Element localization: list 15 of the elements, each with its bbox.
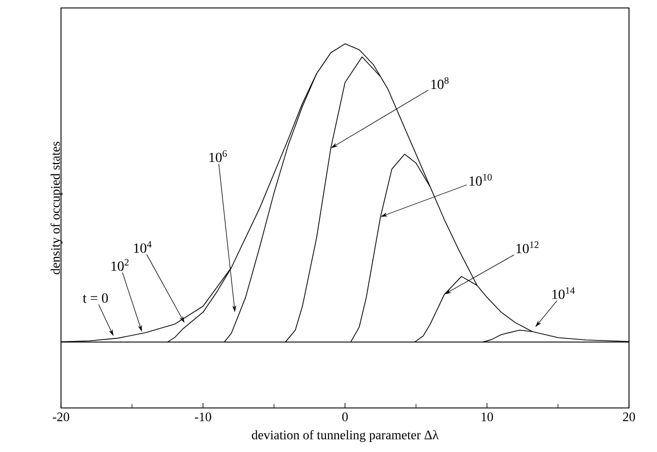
annotation: 10$^{12}$ [516, 241, 538, 254]
annotation: t = 0 [82, 293, 108, 303]
annotation: 10$^{8}$ [431, 77, 449, 90]
annotation: 10$^{6}$ [210, 150, 227, 162]
annotation: 10$^{2}$ [112, 259, 129, 271]
x-axis-title: deviation of tunneling parameter Δλ [252, 430, 439, 442]
x-tick-label: 10 [482, 412, 493, 422]
x-tick-label: -20 [52, 412, 70, 422]
y-axis-title: density of occupied states [50, 142, 62, 274]
x-tick-label: 20 [623, 412, 635, 422]
annotation: 10$^{10}$ [470, 174, 492, 186]
annotation: 10$^{4}$ [134, 241, 152, 253]
x-tick-label: 0 [342, 412, 348, 422]
x-tick-label: -10 [194, 412, 212, 422]
annotation: 10$^{14}$ [552, 287, 575, 300]
